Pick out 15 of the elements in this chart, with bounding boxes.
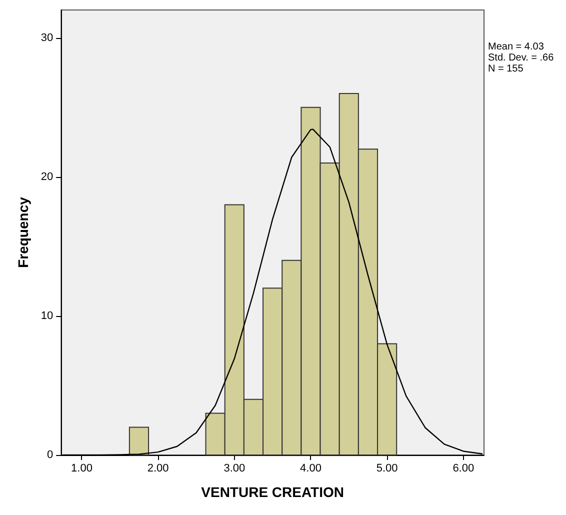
x-tick-label: 6.00 bbox=[452, 462, 474, 474]
x-axis-title: VENTURE CREATION bbox=[201, 484, 344, 500]
x-tick-label: 2.00 bbox=[147, 462, 169, 474]
text: Mean = 4.03 bbox=[488, 42, 544, 52]
y-tick-label: 20 bbox=[40, 170, 54, 183]
y-tick-label: 0 bbox=[47, 449, 54, 461]
text: Std. Dev. = .66 bbox=[488, 52, 554, 64]
y-axis-title: Frequency bbox=[15, 196, 31, 268]
x-tick-label: 3.00 bbox=[224, 462, 246, 474]
text: N = 155 bbox=[488, 64, 524, 74]
x-tick-label: 5.00 bbox=[376, 462, 398, 474]
x-tick-label: 1.00 bbox=[71, 462, 92, 474]
y-tick-label: 10 bbox=[40, 310, 54, 322]
y-tick-label: 30 bbox=[40, 32, 54, 44]
x-tick-label: 4.00 bbox=[300, 462, 322, 474]
